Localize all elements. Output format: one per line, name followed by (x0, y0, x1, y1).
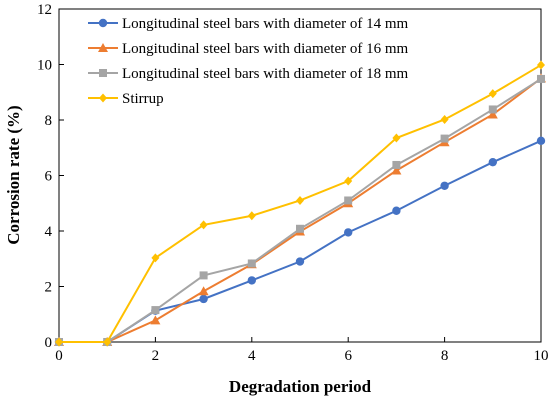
y-tick-label: 12 (37, 2, 52, 18)
data-point (199, 271, 208, 280)
data-point (344, 176, 353, 186)
axis-ticks: 0 2 4 6 8 10 0 2 4 6 8 10 12 (37, 2, 549, 364)
legend-item: Stirrup (88, 91, 164, 107)
y-tick-label: 4 (45, 224, 53, 240)
x-axis-title: Degradation period (229, 377, 372, 396)
data-point (55, 337, 63, 347)
legend-item: Longitudinal steel bars with diameter of… (88, 41, 409, 57)
data-point (392, 133, 401, 143)
data-point (247, 211, 256, 221)
legend-label: Stirrup (122, 91, 164, 107)
series-line (59, 139, 542, 343)
data-point (392, 206, 401, 215)
legend-label: Longitudinal steel bars with diameter of… (122, 66, 409, 82)
data-point (150, 315, 161, 325)
y-axis-title: Corrosion rate (%) (4, 105, 23, 244)
data-point (537, 60, 545, 70)
data-point (440, 114, 449, 124)
data-point (295, 257, 305, 266)
data-point (199, 220, 208, 230)
x-tick-label: 8 (441, 348, 449, 364)
series-line (59, 77, 542, 343)
data-point (247, 259, 256, 268)
data-point (151, 253, 160, 263)
data-point (488, 105, 497, 114)
y-tick-label: 8 (45, 113, 53, 129)
data-point (392, 160, 401, 169)
data-point (487, 109, 498, 119)
legend-swatch-marker (98, 43, 108, 52)
data-point (488, 157, 497, 167)
legend-label: Longitudinal steel bars with diameter of… (122, 16, 409, 32)
series-layer (54, 60, 546, 347)
data-point (199, 294, 208, 304)
legend-swatch-marker (99, 69, 107, 77)
data-point (440, 134, 449, 143)
x-tick-label: 0 (55, 348, 63, 364)
legend-item: Longitudinal steel bars with diameter of… (88, 16, 409, 32)
data-point (103, 337, 112, 347)
data-point (296, 195, 304, 205)
legend-swatch-marker (99, 93, 107, 103)
data-point (536, 136, 546, 146)
legend-label: Longitudinal steel bars with diameter of… (122, 41, 409, 57)
x-tick-label: 6 (344, 348, 352, 364)
x-tick-label: 4 (248, 348, 256, 364)
data-point (198, 286, 209, 296)
data-point (488, 89, 497, 99)
data-point (247, 276, 256, 285)
data-point (296, 224, 304, 233)
legend: Longitudinal steel bars with diameter of… (88, 16, 409, 107)
x-tick-label: 2 (152, 348, 160, 364)
y-tick-label: 6 (45, 169, 53, 185)
data-point (537, 74, 545, 83)
data-point (344, 228, 353, 237)
y-tick-label: 10 (37, 58, 52, 74)
data-point (391, 165, 402, 175)
series-line (59, 78, 542, 343)
y-tick-label: 0 (45, 335, 53, 351)
legend-swatch-marker (98, 18, 108, 28)
plot-area (58, 8, 542, 343)
data-point (344, 196, 353, 205)
y-tick-label: 2 (45, 280, 53, 296)
series-1 (54, 136, 546, 347)
series-4 (55, 60, 545, 347)
x-tick-label: 10 (534, 348, 549, 364)
data-point (440, 181, 449, 190)
legend-item: Longitudinal steel bars with diameter of… (88, 66, 409, 82)
data-point (151, 306, 160, 315)
